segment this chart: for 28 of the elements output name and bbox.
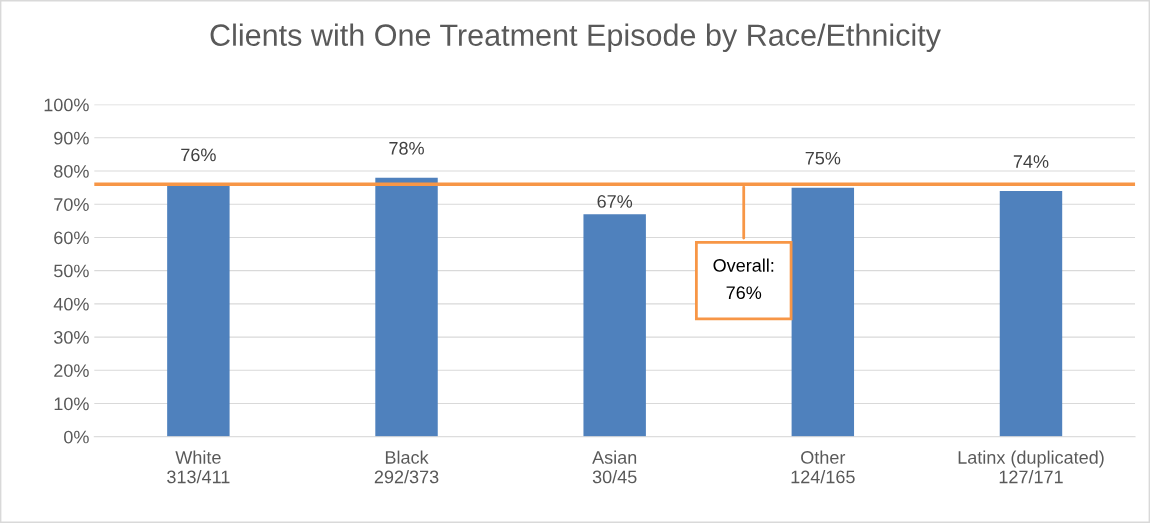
y-tick-label: 20% bbox=[54, 364, 89, 377]
data-label: 76% bbox=[181, 148, 216, 162]
x-tick-label: Latinx (duplicated) 127/171 bbox=[958, 450, 1104, 484]
y-tick-label: 70% bbox=[54, 198, 89, 211]
x-tick-label: White 313/411 bbox=[167, 450, 230, 484]
data-label: 67% bbox=[597, 195, 633, 208]
bar bbox=[167, 184, 230, 437]
x-tick-label: Black 292/373 bbox=[374, 450, 439, 484]
data-label: 74% bbox=[1013, 155, 1049, 168]
y-tick-label: 60% bbox=[54, 231, 89, 245]
y-tick-label: 10% bbox=[54, 397, 89, 411]
bar bbox=[999, 190, 1063, 437]
x-tick-label: Other 124/165 bbox=[791, 450, 855, 484]
data-label: 75% bbox=[805, 151, 841, 165]
y-tick-label: 100% bbox=[44, 98, 89, 112]
y-tick-label: 30% bbox=[53, 331, 89, 344]
y-tick-label: 50% bbox=[54, 264, 89, 278]
x-tick-label: Asian 30/45 bbox=[592, 450, 637, 484]
chart-title: Clients with One Treatment Episode by Race/Ethnicity bbox=[210, 23, 941, 53]
ref-line-label: Overall: 76% bbox=[713, 258, 774, 300]
data-label: 78% bbox=[389, 141, 424, 155]
bar bbox=[791, 187, 855, 437]
bar bbox=[375, 177, 438, 437]
y-tick-label: 90% bbox=[54, 131, 89, 145]
y-tick-label: 0% bbox=[64, 430, 89, 444]
bar bbox=[583, 214, 646, 437]
y-tick-label: 40% bbox=[53, 297, 89, 311]
y-tick-label: 80% bbox=[54, 164, 89, 178]
